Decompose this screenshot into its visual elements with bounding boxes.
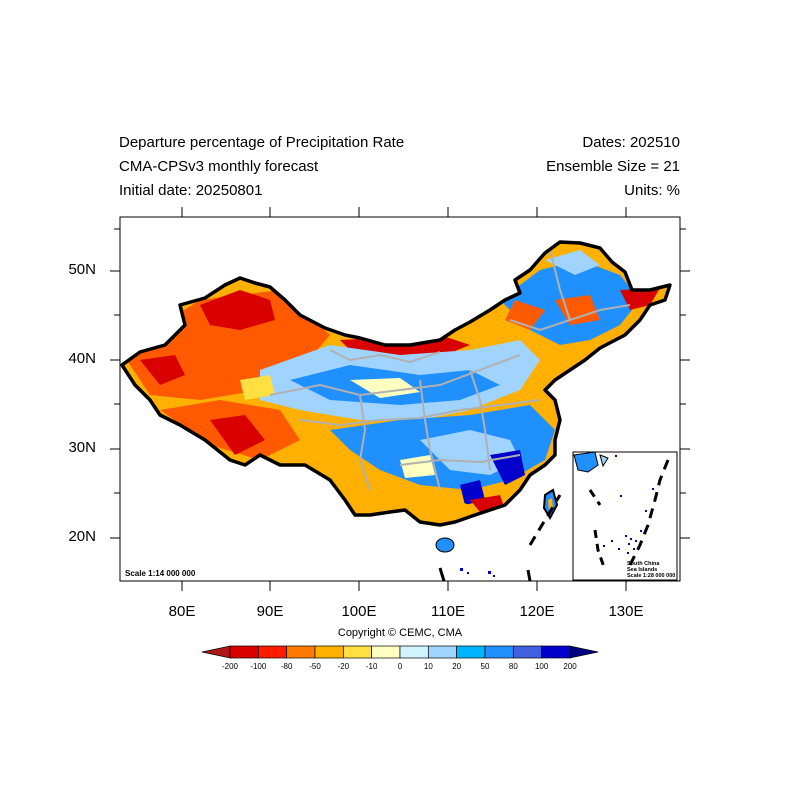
inset-scale-label: Scale 1:28 000 000 (627, 573, 676, 579)
title-line-2: CMA-CPSv3 monthly forecast (119, 158, 319, 175)
lon-label-120e: 120E (519, 603, 555, 620)
precip-anomaly-field (122, 242, 670, 525)
south-china-sea-inset (572, 451, 678, 581)
axis-ticks (110, 207, 690, 591)
colorbar-tick-label: 200 (563, 662, 577, 671)
colorbar-box (342, 645, 373, 659)
lon-label-100e: 100E (341, 603, 377, 620)
colorbar-box (314, 645, 344, 659)
ensemble-size-label: Ensemble Size = 21 (546, 158, 680, 175)
main-scale-label: Scale 1:14 000 000 (125, 569, 196, 578)
inset-title-line-2: Sea Islands (627, 567, 658, 573)
maritime-boundary-south-1 (438, 567, 446, 582)
colorbar-tick-label: -100 (250, 662, 267, 671)
colorbar-tick-label: -80 (280, 662, 293, 671)
lat-label-50n: 50N (68, 261, 96, 278)
lon-label-110e: 110E (431, 603, 465, 620)
colorbar-box (427, 645, 458, 659)
copyright-label: Copyright © CEMC, CMA (337, 627, 463, 639)
title-line-1: Departure percentage of Precipitation Ra… (119, 134, 405, 151)
colorbar-tick-label: -200 (221, 662, 238, 671)
inset-title-line-1: South China (627, 561, 660, 567)
lat-label-30n: 30N (68, 439, 96, 456)
lon-label-90e: 90E (256, 603, 284, 620)
colorbar-tick-label: 20 (452, 662, 462, 671)
dates-label: Dates: 202510 (582, 134, 680, 151)
province-boundaries (269, 249, 631, 491)
colorbar-box (456, 645, 486, 659)
colorbar (201, 645, 599, 659)
colorbar-tick-label: 50 (480, 662, 490, 671)
maritime-boundary-south-2 (526, 569, 532, 582)
lat-label-20n: 20N (68, 528, 96, 545)
colorbar-box (484, 645, 514, 659)
colorbar-box (229, 645, 259, 659)
colorbar-right-arrow (569, 645, 599, 659)
colorbar-box (512, 645, 543, 659)
lon-label-80e: 80E (168, 603, 196, 620)
colorbar-box (257, 645, 288, 659)
colorbar-box (541, 645, 571, 659)
colorbar-tick-label: 100 (534, 662, 549, 671)
colorbar-box (399, 645, 429, 659)
colorbar-box (286, 645, 316, 659)
colorbar-tick-label: 0 (397, 662, 403, 671)
title-line-3: Initial date: 20250801 (119, 182, 263, 199)
colorbar-left-arrow (201, 645, 231, 659)
maritime-boundary (528, 494, 562, 546)
hainan-island (435, 537, 455, 553)
colorbar-box (371, 645, 401, 659)
colorbar-tick-label: 80 (508, 662, 518, 671)
national-border (120, 240, 672, 527)
island-dots (460, 568, 495, 577)
units-label: Units: % (624, 182, 680, 199)
colorbar-tick-label: -50 (309, 662, 321, 671)
colorbar-tick-label: 10 (423, 662, 433, 671)
lon-label-130e: 130E (608, 603, 644, 620)
colorbar-tick-label: -10 (365, 662, 378, 671)
colorbar-tick-label: -20 (337, 662, 350, 671)
lat-label-40n: 40N (68, 350, 96, 367)
